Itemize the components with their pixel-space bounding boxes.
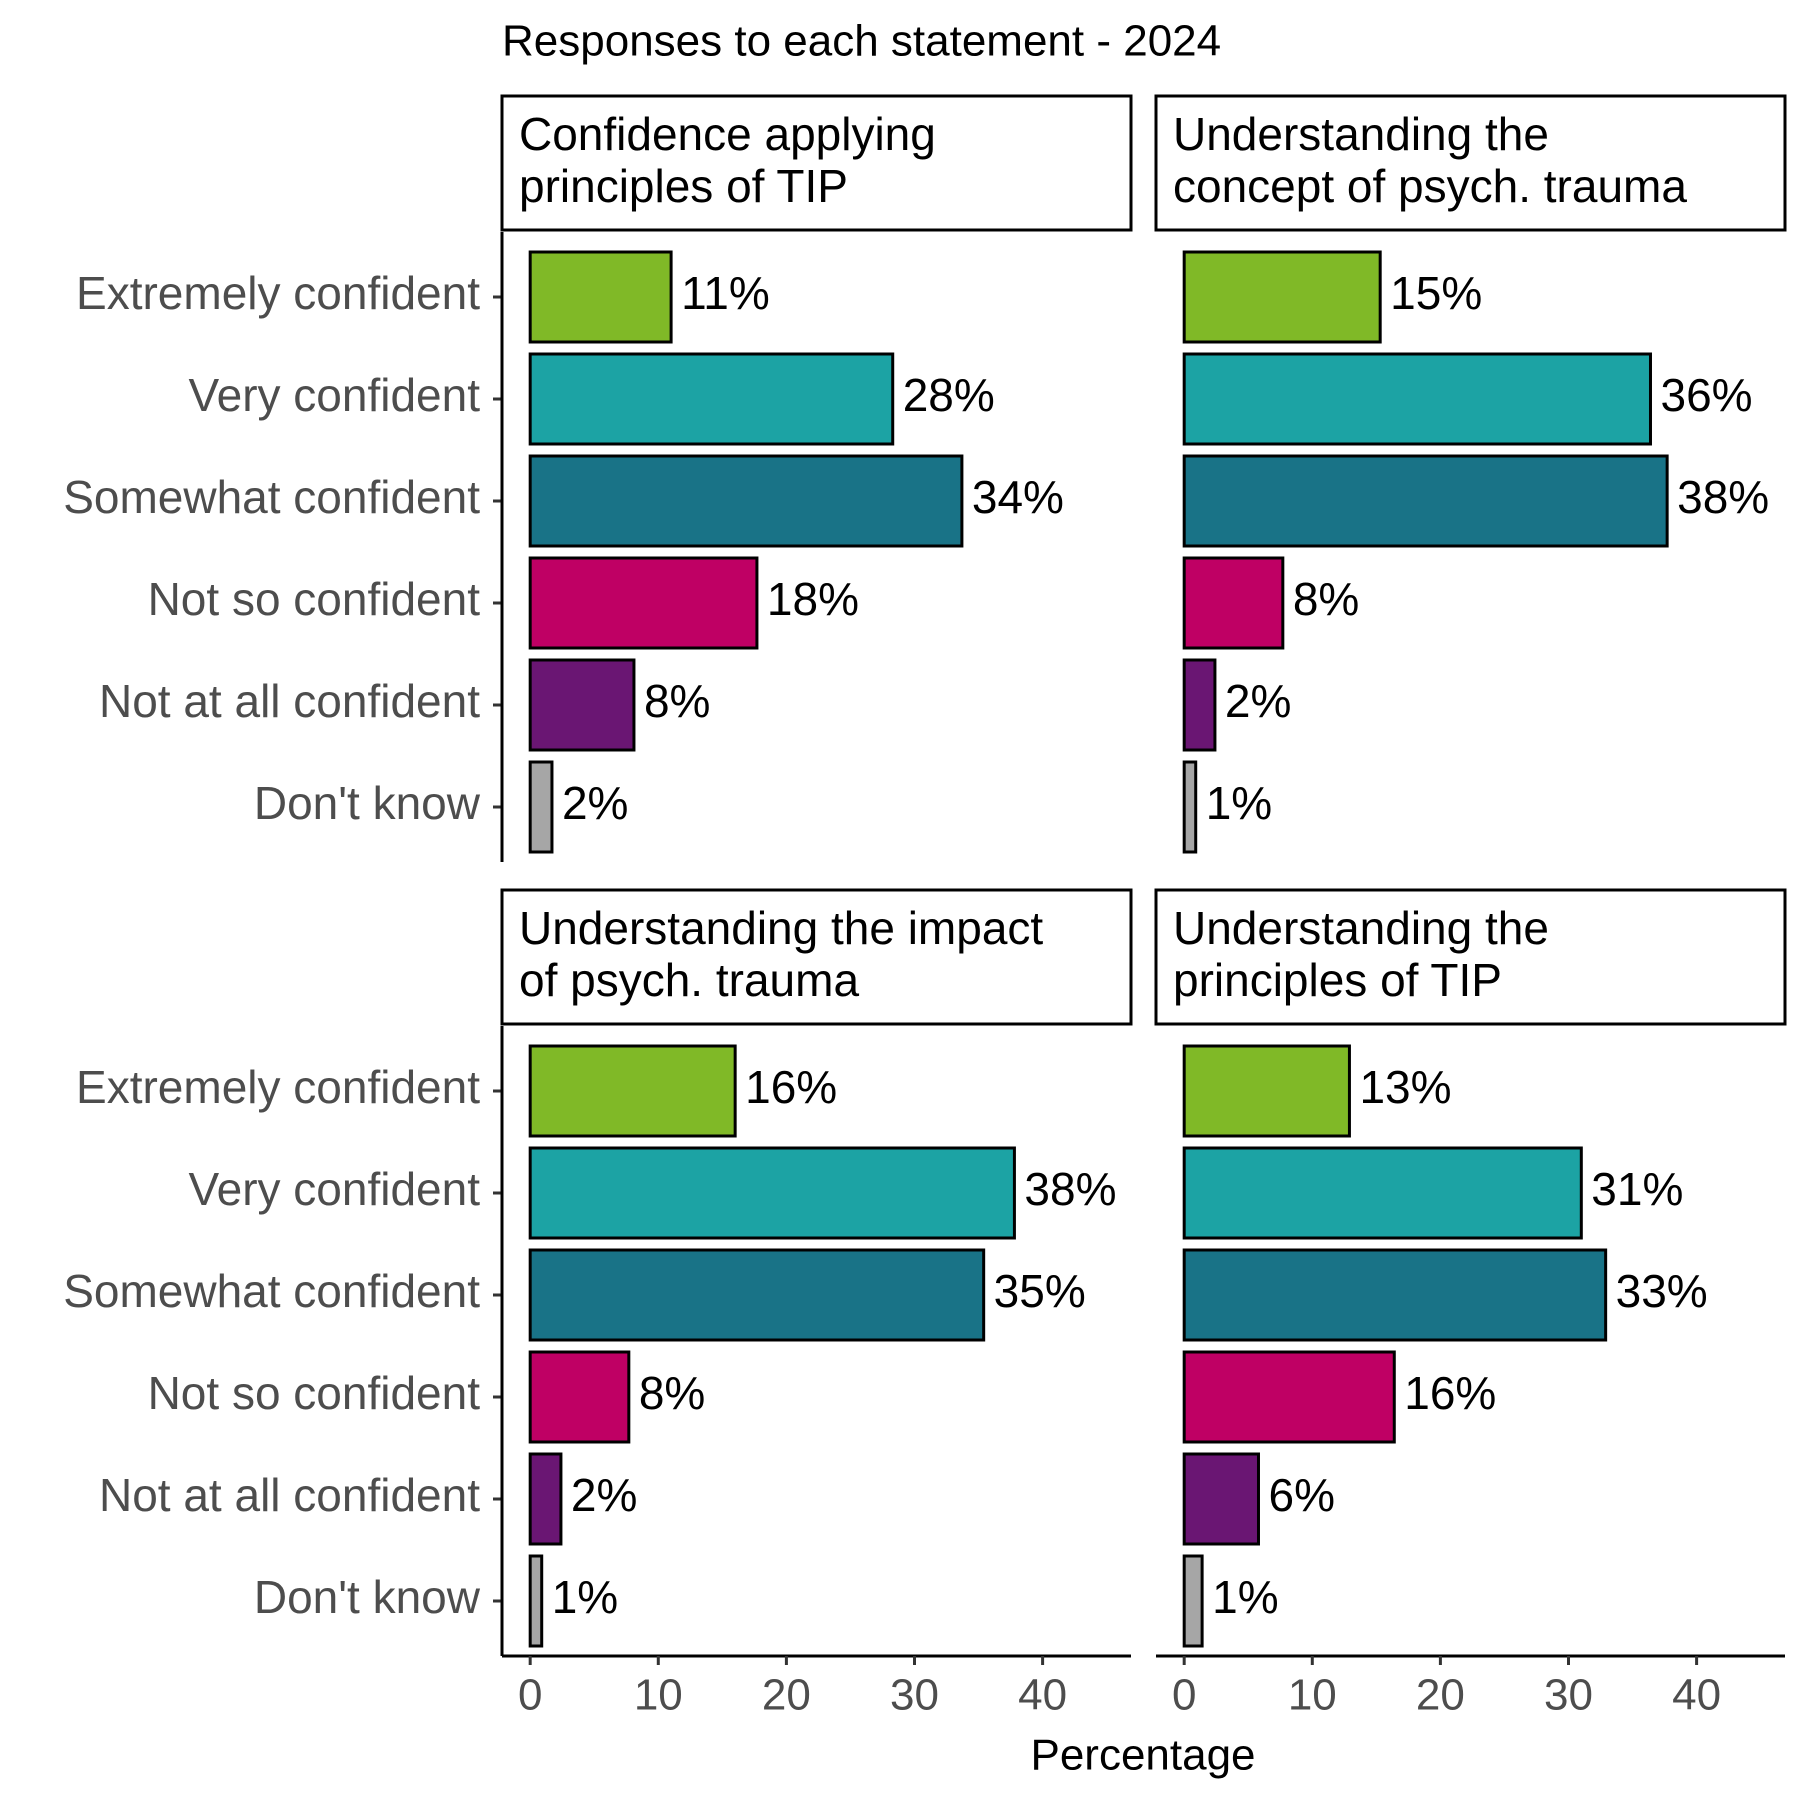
value-label: 34% (972, 471, 1064, 523)
value-label: 36% (1660, 369, 1752, 421)
y-tick-label: Very confident (188, 369, 480, 421)
value-label: 8% (1293, 573, 1359, 625)
chart-title: Responses to each statement - 2024 (502, 17, 1221, 66)
x-tick-label: 20 (1416, 1671, 1465, 1720)
x-tick-label: 10 (634, 1671, 683, 1720)
bar (1182, 352, 1652, 446)
value-label: 38% (1024, 1163, 1116, 1215)
facet-strip (1154, 888, 1787, 1026)
x-tick-label: 0 (1172, 1671, 1196, 1720)
value-label: 1% (1212, 1571, 1278, 1623)
facet-title: Understanding the (1173, 902, 1549, 954)
bar (528, 556, 759, 650)
x-tick-label: 10 (1288, 1671, 1337, 1720)
value-label: 35% (994, 1265, 1086, 1317)
bar (1182, 1452, 1260, 1546)
value-label: 1% (552, 1571, 618, 1623)
y-tick-label: Don't know (254, 777, 481, 829)
x-tick-label: 40 (1018, 1671, 1067, 1720)
bar (528, 250, 673, 344)
y-tick-label: Extremely confident (76, 267, 480, 319)
bar (528, 1452, 563, 1546)
bar (1182, 1248, 1608, 1342)
y-tick-label: Very confident (188, 1163, 480, 1215)
facet-strip (500, 94, 1133, 232)
bar (1182, 1350, 1396, 1444)
x-tick-label: 20 (762, 1671, 811, 1720)
bar (528, 1554, 544, 1648)
facet-title: Understanding the (1173, 108, 1549, 160)
value-label: 13% (1359, 1061, 1451, 1113)
value-label: 8% (644, 675, 710, 727)
y-tick-label: Not so confident (148, 1367, 481, 1419)
bar (1182, 1044, 1351, 1138)
value-label: 11% (681, 267, 770, 319)
bar (528, 454, 964, 548)
x-tick-label: 30 (890, 1671, 939, 1720)
facet-title: Understanding the impact (519, 902, 1043, 954)
bar (1182, 250, 1382, 344)
bar (528, 760, 554, 854)
value-label: 33% (1616, 1265, 1708, 1317)
facet-title: principles of TIP (1173, 954, 1502, 1006)
facet-title: of psych. trauma (519, 954, 859, 1006)
y-tick-label: Not at all confident (99, 1469, 480, 1521)
bar (528, 1044, 737, 1138)
value-label: 2% (571, 1469, 637, 1521)
x-axis-title: Percentage (1030, 1731, 1255, 1780)
bar (1182, 1146, 1583, 1240)
bar (528, 1146, 1016, 1240)
bar (1182, 556, 1285, 650)
y-tick-label: Not at all confident (99, 675, 480, 727)
value-label: 16% (745, 1061, 837, 1113)
value-label: 18% (767, 573, 859, 625)
facet-title: principles of TIP (519, 160, 848, 212)
value-label: 1% (1206, 777, 1272, 829)
bar (528, 352, 895, 446)
x-tick-label: 0 (518, 1671, 542, 1720)
facet-title: Confidence applying (519, 108, 936, 160)
value-label: 8% (639, 1367, 705, 1419)
value-label: 38% (1677, 471, 1769, 523)
value-label: 15% (1390, 267, 1482, 319)
bar (1182, 658, 1217, 752)
value-label: 28% (903, 369, 995, 421)
value-label: 2% (1225, 675, 1291, 727)
bar (1182, 1554, 1204, 1648)
value-label: 2% (562, 777, 628, 829)
bar (1182, 760, 1198, 854)
x-tick-label: 30 (1544, 1671, 1593, 1720)
value-label: 31% (1591, 1163, 1683, 1215)
value-label: 16% (1404, 1367, 1496, 1419)
bar (528, 658, 636, 752)
facet-strip (500, 888, 1133, 1026)
facet-strip (1154, 94, 1787, 232)
bar (528, 1248, 986, 1342)
y-tick-label: Extremely confident (76, 1061, 480, 1113)
value-label: 6% (1268, 1469, 1334, 1521)
facet-title: concept of psych. trauma (1173, 160, 1687, 212)
y-tick-label: Not so confident (148, 573, 481, 625)
bar (528, 1350, 631, 1444)
bar (1182, 454, 1669, 548)
y-tick-label: Somewhat confident (63, 471, 480, 523)
y-tick-label: Don't know (254, 1571, 481, 1623)
y-tick-label: Somewhat confident (63, 1265, 480, 1317)
x-tick-label: 40 (1672, 1671, 1721, 1720)
